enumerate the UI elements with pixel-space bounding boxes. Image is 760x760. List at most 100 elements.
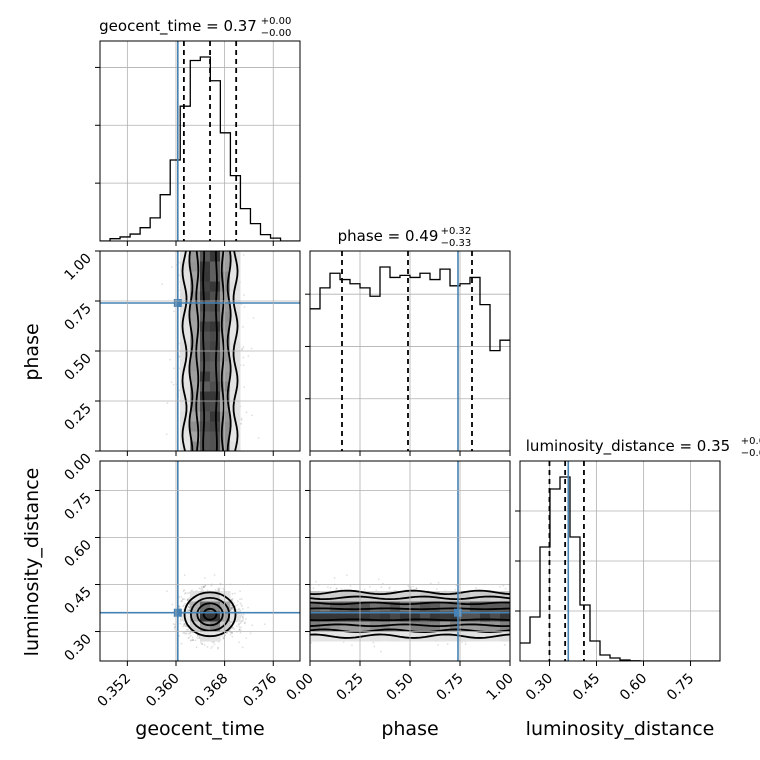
density-cell (190, 601, 201, 612)
density-cell (180, 271, 191, 282)
scatter-point (192, 639, 195, 641)
scatter-point (190, 639, 192, 642)
histogram-geocent_time (100, 56, 300, 241)
scatter-point (238, 626, 241, 628)
density-cell (190, 431, 201, 442)
density-cell (220, 381, 231, 392)
scatter-point (240, 614, 243, 616)
scatter-point (184, 632, 187, 635)
scatter-point (203, 644, 206, 646)
scatter-point (191, 636, 194, 639)
joint-panel-phase-luminosity_distance (310, 461, 510, 661)
scatter-point (231, 627, 234, 630)
density-cell (220, 421, 231, 432)
scatter-point (181, 600, 183, 602)
density-cell (190, 611, 201, 622)
scatter-point (183, 589, 186, 591)
scatter-point (237, 607, 240, 610)
density-cell (230, 381, 241, 392)
scatter-point (213, 643, 216, 645)
scatter-point (244, 622, 246, 625)
histogram-phase (310, 266, 510, 352)
scatter-point (203, 586, 206, 589)
density-cell (190, 361, 201, 372)
scatter-point (222, 587, 225, 590)
scatter-point (196, 634, 199, 637)
scatter-point (234, 592, 236, 595)
density-cell (190, 271, 201, 282)
scatter-point (178, 596, 180, 599)
scatter-point (165, 433, 168, 436)
density-cell (190, 251, 201, 262)
scatter-point (171, 603, 174, 606)
scatter-point (173, 623, 176, 626)
scatter-point (239, 590, 242, 593)
scatter-point (230, 607, 233, 610)
density-cell (210, 391, 221, 402)
scatter-point (210, 584, 213, 587)
scatter-point (310, 641, 313, 644)
scatter-point (180, 600, 183, 603)
panel-frame (519, 460, 721, 662)
density-cell (220, 281, 231, 292)
density-cell (210, 261, 221, 272)
scatter-point (185, 625, 187, 628)
scatter-point (203, 577, 206, 579)
density-cell (190, 341, 201, 352)
density-cell (210, 621, 221, 632)
scatter-point (241, 619, 244, 622)
density-cell (190, 321, 201, 332)
scatter-point (201, 588, 204, 591)
scatter-point (196, 635, 199, 637)
scatter-point (233, 627, 235, 630)
density-cell (220, 341, 231, 352)
scatter-point (178, 607, 181, 610)
density-cell (210, 271, 221, 282)
scatter-point (242, 356, 245, 359)
scatter-point (189, 639, 192, 642)
scatter-point (198, 587, 201, 590)
scatter-point (206, 589, 209, 592)
density-cell (190, 401, 201, 412)
scatter-point (170, 381, 173, 384)
panel-frame (99, 460, 301, 662)
density-cell (220, 331, 231, 342)
scatter-point (229, 633, 232, 636)
density-cell (210, 371, 221, 382)
density-cell (190, 291, 201, 302)
density-cell (210, 331, 221, 342)
scatter-point (240, 603, 243, 606)
density-cell (180, 331, 191, 342)
density-cell (200, 321, 211, 332)
scatter-point (182, 632, 185, 635)
density-cell (230, 261, 241, 272)
contour-line (183, 591, 237, 638)
density-cell (220, 261, 231, 272)
scatter-point (204, 584, 207, 587)
scatter-point (241, 646, 244, 649)
scatter-point (189, 634, 192, 637)
density-cell (230, 371, 241, 382)
density-cell (200, 601, 211, 612)
scatter-point (217, 588, 220, 591)
scatter-point (188, 597, 191, 600)
scatter-point (221, 634, 223, 637)
scatter-point (186, 598, 189, 601)
scatter-point (475, 587, 477, 589)
scatter-point (201, 643, 204, 645)
title-lower-error: −0.00 (261, 28, 292, 39)
density-cell (230, 341, 241, 352)
scatter-point (238, 628, 241, 631)
scatter-point (247, 606, 249, 609)
scatter-point (245, 637, 248, 639)
density-cell (190, 301, 201, 312)
scatter-point (183, 598, 186, 600)
scatter-point (236, 604, 238, 606)
scatter-point (239, 622, 242, 625)
density-cell (210, 401, 221, 412)
scatter-point (173, 628, 176, 630)
scatter-point (188, 609, 191, 612)
scatter-point (241, 347, 244, 350)
truth-marker (173, 299, 182, 307)
